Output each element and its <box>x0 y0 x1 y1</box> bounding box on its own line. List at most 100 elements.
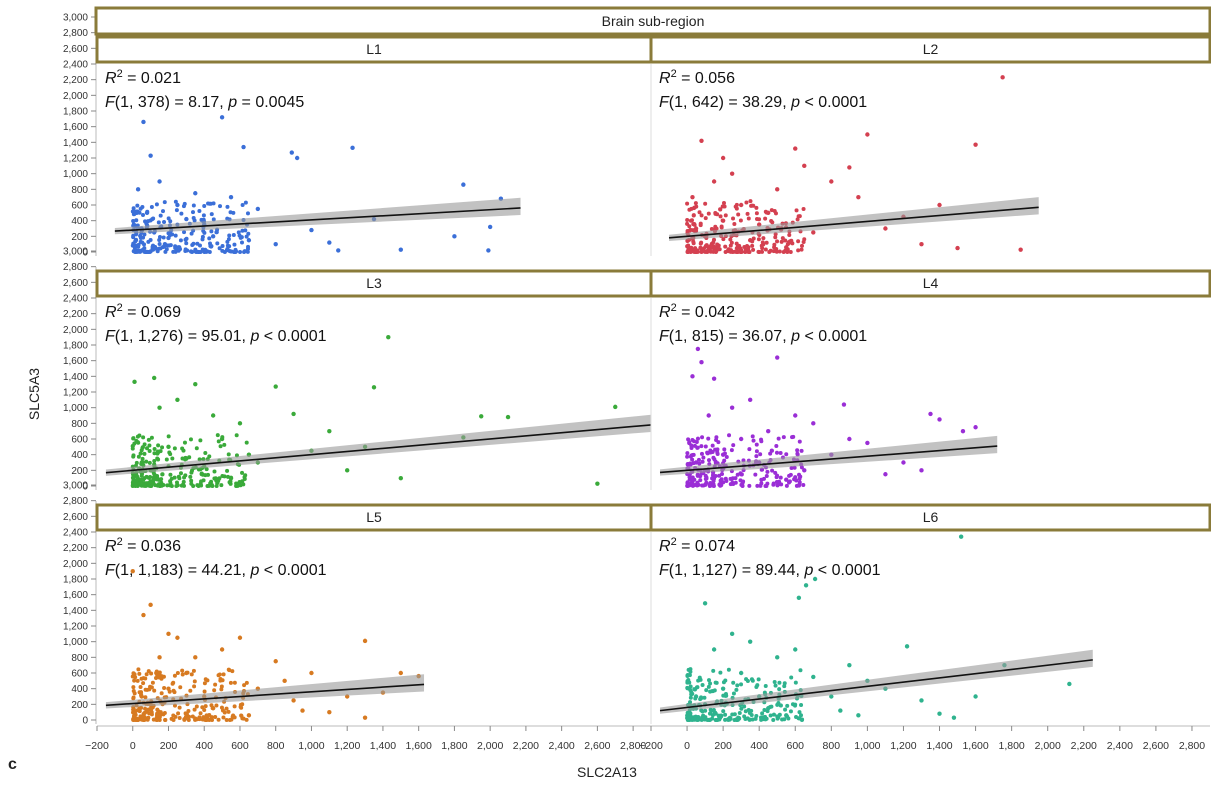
data-point <box>754 211 759 216</box>
data-point <box>225 204 230 209</box>
y-tick-label: 400 <box>71 450 88 461</box>
data-point <box>723 476 728 481</box>
data-point <box>188 474 193 479</box>
data-point <box>189 478 194 483</box>
data-point <box>739 706 744 711</box>
data-point <box>919 241 924 247</box>
data-point <box>856 194 861 200</box>
data-point <box>756 249 761 254</box>
data-point <box>799 247 804 252</box>
data-point <box>782 717 787 722</box>
data-point <box>192 707 197 712</box>
y-tick-label: 200 <box>71 700 88 711</box>
data-point <box>327 709 332 715</box>
data-point <box>199 479 204 484</box>
data-point <box>336 248 341 253</box>
y-tick-label: 1,000 <box>63 403 88 414</box>
data-point <box>951 715 957 720</box>
data-point <box>735 472 740 477</box>
y-tick-label: 800 <box>71 653 88 664</box>
data-point <box>747 397 753 403</box>
data-point <box>162 685 167 690</box>
data-point <box>718 714 723 719</box>
data-point <box>175 671 180 676</box>
data-point <box>218 678 223 683</box>
data-point <box>239 240 244 245</box>
data-point <box>703 482 708 487</box>
data-point <box>204 467 209 472</box>
data-point <box>703 444 708 449</box>
data-point <box>212 688 217 693</box>
data-point <box>690 194 695 200</box>
data-point <box>166 444 171 450</box>
data-point <box>687 224 692 229</box>
data-point <box>726 667 731 672</box>
data-point <box>763 684 768 689</box>
data-point <box>703 201 708 206</box>
data-point <box>159 691 164 696</box>
x-tick-label: 1,400 <box>926 740 952 752</box>
data-point <box>205 483 210 488</box>
data-point <box>160 209 165 214</box>
data-point <box>156 477 161 482</box>
data-point <box>685 454 690 459</box>
data-point <box>232 704 237 709</box>
data-point <box>244 680 249 685</box>
data-point <box>777 687 782 692</box>
data-point <box>148 602 153 608</box>
data-point <box>327 240 332 245</box>
data-point <box>739 249 744 254</box>
data-point <box>703 708 708 713</box>
y-tick-label: 3,000 <box>63 13 88 24</box>
data-point <box>793 680 798 685</box>
y-tick-label: 200 <box>71 466 88 477</box>
data-point <box>184 236 189 241</box>
data-point <box>799 713 804 718</box>
data-point <box>704 688 709 693</box>
data-point <box>699 444 704 449</box>
data-point <box>973 425 978 430</box>
data-point <box>724 454 729 459</box>
data-point <box>242 683 247 688</box>
data-point <box>184 241 189 246</box>
data-point <box>731 216 736 221</box>
data-point <box>973 142 978 147</box>
data-point <box>774 479 779 484</box>
data-point <box>142 711 147 716</box>
data-point <box>487 224 493 230</box>
panel-l6: L6 R2 = 0.074 F(1, 1,127) = 89.44, p < 0.0… <box>649 503 1211 724</box>
data-point <box>723 717 728 722</box>
fit-line <box>105 424 652 474</box>
panel-l2: L2 R2 = 0.056 F(1, 642) = 38.29, p < 0.000… <box>649 35 1211 256</box>
y-tick-label: 2,400 <box>63 60 88 71</box>
data-point <box>216 717 221 722</box>
data-point <box>784 477 789 482</box>
data-point <box>141 247 146 252</box>
y-tick-label: 1,800 <box>63 575 88 586</box>
data-point <box>795 451 800 456</box>
data-point <box>146 707 151 712</box>
data-point <box>705 451 710 456</box>
data-point <box>759 481 764 486</box>
data-point <box>221 672 226 677</box>
data-point <box>246 244 251 249</box>
data-point <box>245 211 250 216</box>
data-point <box>237 421 243 426</box>
y-tick-label: 800 <box>71 419 88 430</box>
data-point <box>208 481 213 486</box>
data-point <box>224 706 229 711</box>
data-point <box>750 678 755 683</box>
data-point <box>695 472 700 477</box>
data-point <box>692 249 697 254</box>
data-point <box>151 216 156 221</box>
data-point <box>183 455 188 460</box>
data-point <box>718 207 723 212</box>
data-point <box>185 670 190 675</box>
data-point <box>718 214 723 219</box>
data-point <box>744 677 749 682</box>
data-point <box>708 717 713 722</box>
data-point <box>691 241 696 246</box>
data-point <box>768 451 773 456</box>
data-point <box>196 249 201 254</box>
data-point <box>796 248 801 253</box>
